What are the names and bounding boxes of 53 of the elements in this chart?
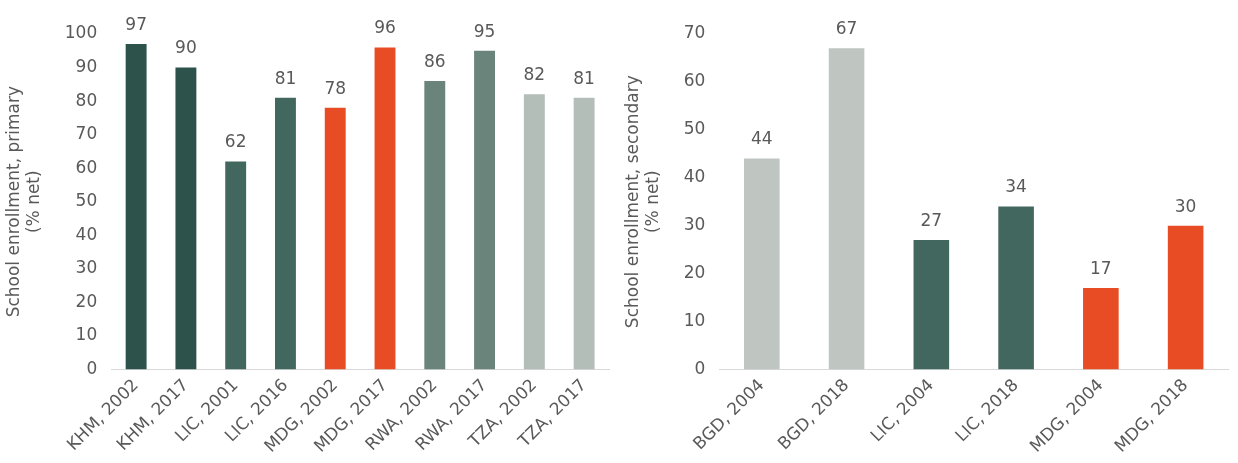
bar xyxy=(1167,225,1204,370)
bar xyxy=(744,158,780,370)
bar xyxy=(374,47,396,370)
data-label: 90 xyxy=(175,37,197,58)
y-tick-label: 70 xyxy=(75,123,98,144)
bar xyxy=(424,80,446,370)
y-tick-label: 70 xyxy=(683,22,706,43)
y-tick-label: 100 xyxy=(64,22,98,43)
data-label: 96 xyxy=(374,17,396,38)
bar xyxy=(275,97,296,370)
bar xyxy=(913,240,950,370)
y-tick-label: 20 xyxy=(75,290,98,311)
y-axis-title: School enrollment, secondary (% net) xyxy=(621,75,663,329)
y-tick-label: 20 xyxy=(683,261,706,282)
y-tick-label: 0 xyxy=(86,357,98,378)
y-tick-label: 50 xyxy=(75,190,98,211)
bar xyxy=(474,50,496,370)
data-label: 81 xyxy=(274,67,297,88)
data-label: 30 xyxy=(1174,195,1197,216)
data-label: 78 xyxy=(324,77,347,98)
bar xyxy=(573,97,595,370)
bar xyxy=(1083,287,1119,370)
y-tick-label: 30 xyxy=(683,214,706,235)
data-label: 34 xyxy=(1005,176,1027,197)
y-tick-label: 10 xyxy=(75,324,98,345)
bar xyxy=(225,161,247,370)
y-tick-label: 80 xyxy=(75,89,98,110)
y-axis-title: School enrollment, primary (% net) xyxy=(2,86,44,318)
data-label: 17 xyxy=(1090,257,1112,278)
data-label: 27 xyxy=(920,209,943,230)
y-tick-label: 40 xyxy=(683,166,706,187)
bar xyxy=(523,94,545,370)
data-label: 82 xyxy=(523,64,546,85)
y-tick-label: 0 xyxy=(694,357,706,378)
y-tick-label: 10 xyxy=(683,309,706,330)
data-label: 86 xyxy=(423,50,446,71)
y-tick-label: 60 xyxy=(683,70,706,91)
data-label: 62 xyxy=(224,131,247,152)
y-tick-label: 40 xyxy=(75,223,98,244)
y-tick-label: 90 xyxy=(75,55,98,76)
y-tick-label: 50 xyxy=(683,118,706,139)
data-label: 44 xyxy=(750,128,773,149)
y-tick-label: 60 xyxy=(75,156,98,177)
y-tick-label: 30 xyxy=(75,257,98,278)
bar xyxy=(175,67,197,370)
data-label: 67 xyxy=(835,18,858,39)
bar xyxy=(828,48,865,370)
bar xyxy=(998,206,1034,370)
data-label: 97 xyxy=(125,13,147,34)
data-label: 81 xyxy=(573,67,595,88)
data-label: 95 xyxy=(473,20,496,41)
bar xyxy=(125,44,147,370)
bar xyxy=(324,107,346,370)
